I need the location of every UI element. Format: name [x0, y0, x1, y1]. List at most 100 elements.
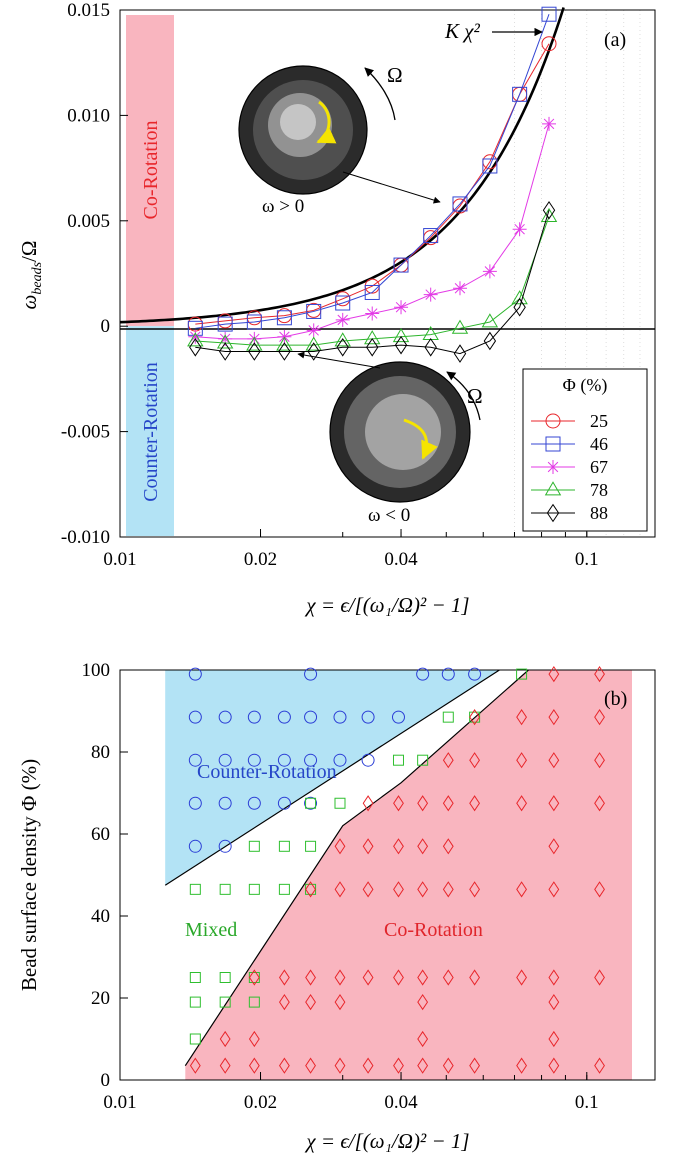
data-point: [218, 710, 232, 724]
data-point: [218, 342, 232, 361]
data-point: [468, 667, 482, 681]
data-point: [516, 668, 528, 680]
data-point: [513, 297, 526, 317]
data-point: [188, 753, 202, 767]
data-point: [542, 116, 557, 131]
yellow-rotation-arrow-icon: [316, 100, 337, 144]
data-point: [594, 752, 605, 769]
panel-b-x-axis-label: χ = ϵ/[(ω₁/Ω)² − 1]: [304, 1129, 469, 1153]
data-point: [548, 709, 560, 726]
co-rotation-region: [185, 670, 633, 1080]
data-point: [219, 1030, 231, 1048]
data-point: [188, 329, 203, 344]
panel-a-y-axis-label: ωbeads/Ω: [17, 241, 45, 310]
data-point: [364, 284, 380, 300]
y-tick-label: -0.005: [61, 422, 110, 443]
data-point: [189, 883, 201, 895]
data-point: [218, 796, 232, 810]
data-point: [361, 710, 375, 724]
y-tick-label: 100: [82, 660, 111, 681]
data-point: [424, 337, 437, 357]
data-point: [334, 838, 346, 855]
legend-item: 78: [531, 480, 608, 500]
data-point: [417, 969, 429, 986]
data-point: [516, 752, 527, 769]
panel-a-co-rotation-label: Co-Rotation: [140, 121, 162, 220]
data-point: [393, 1057, 404, 1074]
data-point: [365, 306, 380, 321]
data-point: [393, 257, 409, 273]
data-point: [307, 342, 320, 361]
omega-rotation-arrow-icon: [364, 67, 396, 121]
y-tick-label: 80: [91, 742, 110, 763]
data-point: [393, 838, 404, 855]
y-tick-label: 0.010: [67, 105, 110, 126]
data-point: [277, 710, 291, 724]
data-point: [393, 795, 404, 812]
legend-label: 25: [590, 411, 608, 431]
data-point: [333, 710, 347, 724]
series-line: [195, 43, 550, 325]
data-point: [187, 332, 204, 347]
legend-marker: [544, 481, 562, 496]
panel-a-counter-rotation-label: Counter-Rotation: [140, 362, 162, 502]
panel-b-co-rotation-label: Co-Rotation: [384, 919, 483, 941]
data-point: [278, 993, 290, 1011]
data-point: [247, 796, 261, 810]
data-point: [333, 753, 347, 767]
data-point: [416, 667, 430, 681]
data-point: [334, 1057, 346, 1074]
data-point: [452, 196, 468, 212]
data-point: [548, 969, 560, 986]
data-point: [216, 334, 234, 349]
data-point: [541, 36, 557, 52]
data-point: [469, 969, 481, 986]
inset-upper-label: ω > 0: [262, 196, 304, 217]
data-point: [483, 331, 497, 351]
inset-lower-photo: [297, 351, 481, 503]
x-tick-label: 0.02: [244, 1092, 277, 1113]
data-point: [362, 838, 374, 855]
data-point: [218, 753, 232, 767]
y-tick-label: 0.005: [67, 211, 110, 232]
co-rotation-region: [126, 15, 174, 327]
x-tick-label: 0.04: [384, 549, 418, 570]
panel-b-counter-rotation-label: Counter-Rotation: [197, 761, 337, 783]
y-tick-label: 60: [91, 824, 110, 845]
panel-b-ticks: 0.01 0.02 0.04 0.1 0 20 40 60 80 100: [82, 660, 599, 1113]
data-point: [278, 1057, 290, 1074]
data-point: [548, 1030, 560, 1048]
inset-upper-pointer: [342, 171, 441, 204]
data-point: [451, 319, 469, 334]
legend-label: 67: [590, 457, 608, 477]
panel-b-axes-frame: [119, 669, 656, 1081]
data-point: [392, 754, 404, 766]
panel-a-x-axis-label: χ = ϵ/[(ω₁/Ω)² − 1]: [304, 593, 469, 617]
data-point: [335, 312, 350, 327]
data-point: [217, 316, 233, 332]
data-point: [417, 1057, 429, 1074]
data-point: [305, 1057, 316, 1074]
data-point: [188, 667, 202, 681]
data-point: [394, 335, 408, 355]
y-tick-label: 20: [91, 988, 110, 1009]
data-point: [548, 1057, 560, 1074]
data-point: [417, 1030, 429, 1048]
data-point: [417, 881, 429, 898]
data-point: [423, 287, 438, 302]
x-tick-label: 0.01: [103, 549, 136, 570]
panel-a-label: (a): [604, 29, 626, 51]
data-point: [334, 969, 346, 986]
data-point: [452, 281, 467, 296]
counter-rotation-region: [126, 326, 174, 536]
data-point: [305, 969, 316, 986]
data-point: [442, 795, 454, 812]
data-point: [189, 1033, 201, 1045]
series-line: [195, 210, 550, 355]
data-point: [548, 993, 560, 1011]
panel-b-label: (b): [604, 688, 627, 710]
data-point: [278, 969, 290, 986]
series-46: [187, 6, 557, 336]
data-point: [248, 342, 261, 361]
